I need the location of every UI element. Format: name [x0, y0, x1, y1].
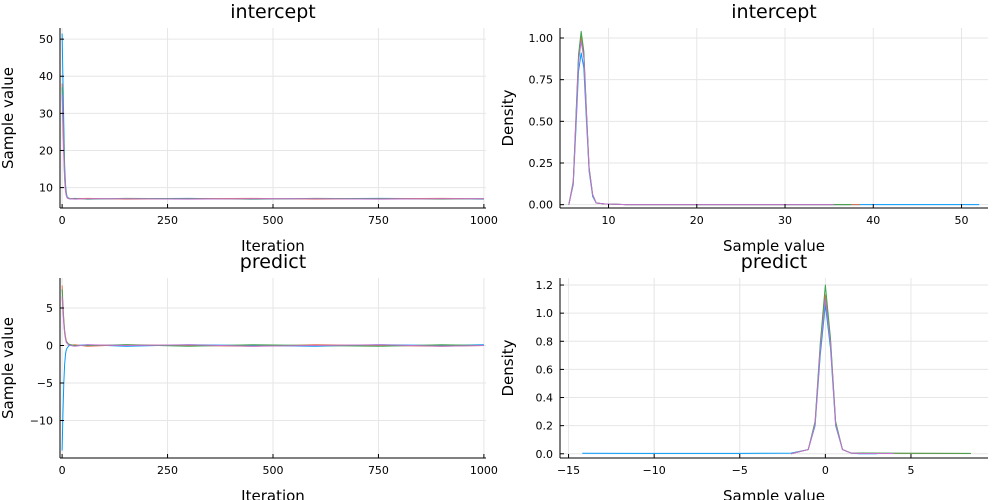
y-tick-label: 0.50 — [529, 115, 554, 128]
series-line-4 — [61, 94, 484, 200]
y-tick-label: 30 — [39, 107, 53, 120]
x-tick-label: 0 — [822, 464, 829, 477]
x-tick-label: 750 — [368, 464, 389, 477]
x-tick-label: 0 — [59, 214, 66, 227]
y-tick-label: 10 — [39, 182, 53, 195]
x-tick-label: 750 — [368, 214, 389, 227]
y-tick-label: 0.4 — [536, 392, 554, 405]
y-tick-label: 40 — [39, 70, 53, 83]
x-tick-label: 0 — [59, 464, 66, 477]
y-tick-label: 5 — [46, 302, 53, 315]
subplot-title: intercept — [731, 1, 817, 23]
y-tick-label: 0.0 — [536, 448, 554, 461]
x-axis-label: Sample value — [723, 237, 825, 255]
x-tick-label: −10 — [643, 464, 666, 477]
series-group — [582, 284, 971, 455]
subplot-4: −15 −10 −5 0 5 0.0 0.2 0.4 0.6 0.8 1.0 1.2 predict Sa… — [499, 251, 988, 500]
x-tick-label: 40 — [866, 214, 880, 227]
y-tick-label: 0.8 — [536, 335, 554, 348]
series-line-4 — [791, 298, 894, 455]
y-axis-label: Sample value — [0, 67, 17, 169]
series-group — [61, 285, 484, 451]
series-line-4 — [61, 296, 484, 347]
x-tick-label: −5 — [732, 464, 748, 477]
plot-area — [560, 28, 988, 208]
y-tick-label: 0.6 — [536, 363, 554, 376]
y-tick-label: 0.2 — [536, 420, 554, 433]
subplot-1: 0 250 500 750 1000 10 20 30 40 50 intercept Iterati… — [0, 1, 498, 255]
x-axis-label: Iteration — [241, 237, 305, 255]
subplot-title: intercept — [230, 1, 316, 23]
subplot-title: predict — [741, 251, 807, 273]
y-axis-label: Sample value — [0, 317, 17, 419]
series-group — [61, 33, 484, 200]
y-tick-label: −5 — [37, 377, 53, 390]
y-axis-label: Density — [499, 89, 517, 146]
y-tick-label: 20 — [39, 144, 53, 157]
x-tick-label: 20 — [690, 214, 704, 227]
y-tick-label: 1.00 — [529, 32, 554, 45]
x-axis-label: Sample value — [723, 487, 825, 500]
y-tick-label: 0.00 — [529, 199, 554, 212]
x-tick-label: 1000 — [470, 464, 498, 477]
y-tick-label: 0 — [46, 340, 53, 353]
subplot-2: 10 20 30 40 50 0.00 0.25 0.50 0.75 1.00 intercept S… — [499, 1, 988, 255]
x-tick-label: 250 — [157, 214, 178, 227]
y-tick-label: −10 — [30, 415, 53, 428]
plot-area — [560, 278, 988, 458]
y-tick-label: 1.2 — [536, 279, 554, 292]
y-tick-label: 0.75 — [529, 74, 554, 87]
x-tick-label: −15 — [557, 464, 580, 477]
subplot-3: 0 250 500 750 1000 −10 −5 0 5 predict Iteration Sam… — [0, 251, 498, 500]
x-tick-label: 500 — [263, 464, 284, 477]
x-tick-label: 500 — [263, 214, 284, 227]
series-line-4 — [568, 40, 834, 206]
series-group — [568, 30, 980, 206]
y-tick-label: 50 — [39, 33, 53, 46]
y-tick-label: 1.0 — [536, 307, 554, 320]
y-axis-label: Density — [499, 339, 517, 396]
x-tick-label: 50 — [955, 214, 969, 227]
x-tick-label: 10 — [602, 214, 616, 227]
x-tick-label: 1000 — [470, 214, 498, 227]
y-tick-label: 0.25 — [529, 157, 554, 170]
subplot-title: predict — [240, 251, 306, 273]
x-tick-label: 5 — [907, 464, 914, 477]
x-axis-label: Iteration — [241, 487, 305, 500]
x-tick-label: 30 — [778, 214, 792, 227]
x-tick-label: 250 — [157, 464, 178, 477]
